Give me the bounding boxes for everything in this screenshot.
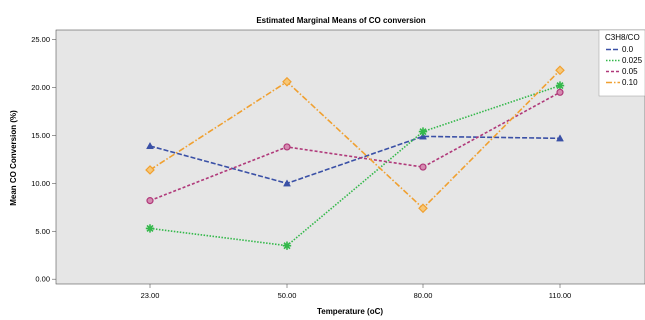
legend-label: 0.0 (622, 45, 634, 54)
x-axis-label: Temperature (oC) (317, 307, 383, 316)
y-tick-label: 5.00 (35, 227, 50, 236)
y-tick-label: 10.00 (31, 179, 50, 188)
data-point-triangle (283, 179, 291, 187)
series-layer (145, 65, 565, 250)
data-point-diamond (145, 165, 155, 175)
x-axis: 23.00 50.00 80.00 110.00 (141, 284, 571, 300)
legend-label: 0.10 (622, 78, 638, 87)
legend: C3H8/CO 0.0 0.025 0.05 0.10 (598, 29, 645, 97)
data-point-triangle (419, 132, 427, 140)
legend-label: 0.05 (622, 67, 638, 76)
legend-box (598, 29, 645, 97)
y-tick-label: 25.00 (31, 35, 50, 44)
series-line (149, 69, 561, 210)
data-point-diamond (555, 65, 565, 76)
data-point-star (418, 127, 428, 136)
series-0-0 (146, 132, 564, 187)
data-point-circle (419, 163, 427, 171)
chart-title: Estimated Marginal Means of CO conversio… (256, 16, 425, 25)
data-point-triangle (556, 134, 564, 142)
data-point-diamond (282, 76, 292, 87)
x-tick-label: 23.00 (141, 291, 160, 300)
y-tick-label: 15.00 (31, 131, 50, 140)
data-point-star (145, 224, 155, 233)
x-tick-label: 80.00 (414, 291, 433, 300)
series-line (149, 84, 561, 247)
data-point-star (555, 81, 565, 90)
x-tick-label: 50.00 (278, 291, 297, 300)
legend-label: 0.025 (622, 56, 643, 65)
data-point-circle (146, 197, 154, 205)
data-point-circle (556, 88, 564, 96)
data-point-triangle (146, 141, 154, 150)
legend-title: C3H8/CO (605, 33, 640, 42)
y-axis: 0.00 5.00 10.00 15.00 20.00 25.00 (31, 35, 56, 284)
series-0-05 (146, 88, 564, 205)
data-point-star (282, 241, 292, 250)
x-tick-label: 110.00 (549, 291, 571, 300)
data-point-circle (283, 143, 291, 151)
series-line (149, 91, 561, 202)
series-line (149, 135, 561, 185)
y-axis-label: Mean CO Conversion (%) (9, 110, 18, 206)
series-0-025 (145, 81, 565, 250)
series-0-10 (145, 65, 565, 214)
data-point-diamond (418, 203, 428, 214)
y-tick-label: 20.00 (31, 83, 50, 92)
y-tick-label: 0.00 (35, 275, 50, 284)
